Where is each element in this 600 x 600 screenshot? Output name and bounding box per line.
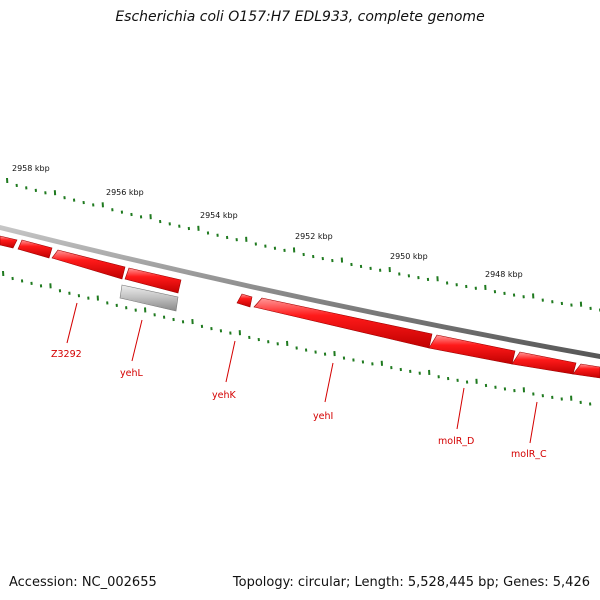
- genome-summary-text: Topology: circular; Length: 5,528,445 bp…: [232, 575, 590, 590]
- scale-label: 2958 kbp: [12, 164, 50, 173]
- scale-ticks-inner: [2, 270, 592, 406]
- leader-yehl: [131, 319, 143, 362]
- scale-label: 2952 kbp: [295, 232, 333, 241]
- gene-features: [0, 235, 600, 379]
- gene-arrow-z3292: [51, 249, 126, 280]
- gene-label-yehl: yehL: [120, 368, 143, 379]
- scale-labels: 2958 kbp 2956 kbp 2954 kbp 2952 kbp 2950 kbp…: [12, 164, 523, 279]
- gene-label-yehk: yehK: [212, 390, 236, 401]
- scale-label: 2950 kbp: [390, 252, 428, 261]
- gene-label-z3292: Z3292: [51, 349, 82, 360]
- gene-arrow-4: [124, 267, 182, 294]
- pseudogene-yehl: [119, 284, 179, 312]
- accession-text: Accession: NC_002655: [9, 575, 157, 590]
- gene-arrow-1: [0, 235, 18, 249]
- gene-arrow-molr-c: [511, 351, 577, 375]
- label-leaders: [66, 302, 538, 444]
- scale-label: 2956 kbp: [106, 188, 144, 197]
- gene-labels: Z3292 yehL yehK yehI molR_D molR_C: [51, 349, 547, 460]
- leader-yehk: [225, 340, 236, 383]
- gene-label-yehi: yehI: [313, 411, 333, 422]
- leader-yehi: [324, 362, 334, 403]
- genome-backbone: [0, 225, 600, 359]
- gene-arrow-yehk: [236, 293, 253, 308]
- leader-z3292: [66, 302, 78, 344]
- leader-molr-d: [456, 387, 465, 430]
- scale-ticks-outer: [6, 177, 600, 312]
- leader-molr-c: [529, 401, 538, 444]
- gene-label-molr-d: molR_D: [438, 436, 474, 447]
- map-title: Escherichia coli O157:H7 EDL933, complet…: [115, 9, 485, 25]
- gene-arrow-2: [17, 239, 53, 259]
- gene-arrow-10: [572, 363, 600, 379]
- scale-label: 2948 kbp: [485, 270, 523, 279]
- gene-label-molr-c: molR_C: [511, 449, 547, 460]
- scale-label: 2954 kbp: [200, 211, 238, 220]
